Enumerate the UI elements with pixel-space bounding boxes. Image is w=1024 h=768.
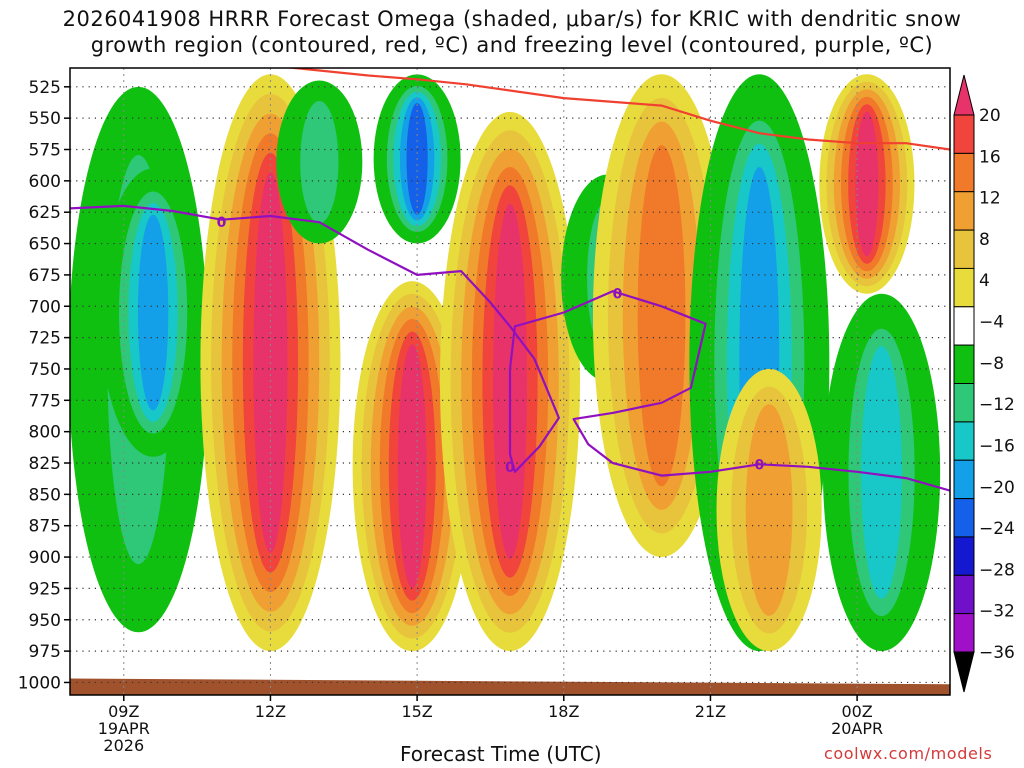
y-tick-label: 825	[29, 454, 61, 474]
x-tick-label: 00Z	[841, 702, 872, 721]
y-tick-label: 1000	[18, 673, 61, 693]
contours: 0 0 0 0	[70, 68, 950, 492]
colorbar-label: −24	[979, 519, 1015, 539]
y-tick-label: 725	[29, 329, 61, 349]
grid-lines	[70, 68, 950, 695]
x-tick-label: 12Z	[255, 702, 286, 721]
omega-feature-pos-24Z-upper	[819, 74, 915, 294]
x-tick-label: 15Z	[401, 702, 432, 721]
omega-feature-neg-13Z-upper	[276, 80, 363, 244]
colorbar-label: −36	[979, 643, 1015, 663]
plot-frame	[69, 67, 951, 696]
freezing-label: 0	[505, 460, 515, 476]
colorbar-top-arrow	[953, 74, 975, 116]
omega-feature-neg-00Z-lower	[822, 293, 941, 652]
freezing-label: 0	[217, 215, 227, 231]
colorbar-swatch	[953, 574, 975, 615]
terrain-strip	[70, 678, 950, 695]
colorbar-label: −12	[979, 395, 1015, 415]
y-tick-label: 925	[29, 579, 61, 599]
x-tick-date: 20APR	[831, 719, 883, 738]
colorbar-bottom-arrow	[953, 651, 975, 693]
colorbar-label: −4	[979, 313, 1004, 333]
credit-text: coolwx.com/models	[824, 744, 993, 763]
x-tick-date: 19APR	[98, 719, 150, 738]
colorbar-label: −8	[979, 354, 1004, 374]
colorbar-swatch	[953, 267, 975, 308]
omega-band	[637, 145, 686, 487]
colorbar-swatch	[953, 383, 975, 423]
y-tick-label: 600	[29, 172, 61, 192]
colorbar-swatch	[953, 498, 975, 538]
y-tick-label: 775	[29, 391, 61, 411]
dendritic-growth-contour	[284, 68, 950, 151]
colorbar-swatch	[953, 459, 975, 500]
y-tick-label: 625	[29, 203, 61, 223]
y-tick-label: 900	[29, 548, 61, 568]
omega-band	[745, 404, 793, 616]
colorbar-label: −20	[979, 478, 1015, 498]
y-tick-label: 650	[29, 235, 61, 255]
chart-title: 2026041908 HRRR Forecast Omega (shaded, …	[0, 6, 1024, 58]
chart-title-line2: growth region (contoured, red, ºC) and f…	[90, 33, 934, 57]
y-tick-label: 850	[29, 485, 61, 505]
y-tick-label: 575	[29, 141, 61, 161]
colorbar-label: 16	[979, 147, 1001, 167]
y-axis: 525 550 575 600 625 650 675 700 725 750 775 800 825 8…	[18, 78, 70, 693]
colorbar-swatch	[953, 613, 975, 653]
y-tick-label: 525	[29, 78, 61, 98]
colorbar-label: −32	[979, 602, 1015, 622]
freezing-label: 0	[754, 457, 764, 473]
colorbar-swatch	[953, 114, 975, 154]
omega-feature-neg-09Z-core	[100, 168, 207, 457]
y-tick-label: 800	[29, 423, 61, 443]
colorbar-swatch	[953, 152, 975, 193]
x-tick-label: 21Z	[695, 702, 726, 721]
y-tick-label: 675	[29, 266, 61, 286]
omega-band	[300, 100, 339, 224]
freezing-label: 0	[613, 287, 623, 303]
colorbar-label: −28	[979, 560, 1015, 580]
omega-feature-pos-22Z-lower	[716, 368, 822, 652]
y-tick-label: 875	[29, 517, 61, 537]
chart-title-line1: 2026041908 HRRR Forecast Omega (shaded, …	[62, 7, 962, 31]
colorbar-swatch	[953, 306, 975, 346]
x-axis-label: Forecast Time (UTC)	[400, 742, 602, 766]
y-tick-label: 550	[29, 109, 61, 129]
colorbar-swatch	[953, 229, 975, 270]
x-tick-label: 09Z	[108, 702, 139, 721]
colorbar-label: 8	[979, 230, 990, 250]
omega-band	[397, 344, 427, 589]
colorbar-swatch	[953, 344, 975, 385]
x-tick-label: 18Z	[548, 702, 579, 721]
y-tick-label: 975	[29, 642, 61, 662]
omega-band	[861, 346, 902, 599]
colorbar-swatch	[953, 536, 975, 576]
y-tick-label: 950	[29, 611, 61, 631]
omega-band	[855, 111, 879, 257]
colorbar: 20 16 12 8 4 −4 −8 −12 −16 −20 −24 −28 −32 −36	[953, 74, 1015, 693]
omega-band	[137, 214, 169, 411]
freezing-level-contour	[70, 204, 950, 492]
y-tick-label: 750	[29, 360, 61, 380]
colorbar-swatch	[953, 191, 975, 231]
colorbar-label: 20	[979, 106, 1001, 126]
x-tick-year: 2026	[103, 736, 144, 755]
colorbar-label: 12	[979, 189, 1001, 209]
colorbar-swatch	[953, 421, 975, 461]
colorbar-label: 4	[979, 271, 990, 291]
colorbar-label: −16	[979, 436, 1015, 456]
y-tick-label: 700	[29, 297, 61, 317]
